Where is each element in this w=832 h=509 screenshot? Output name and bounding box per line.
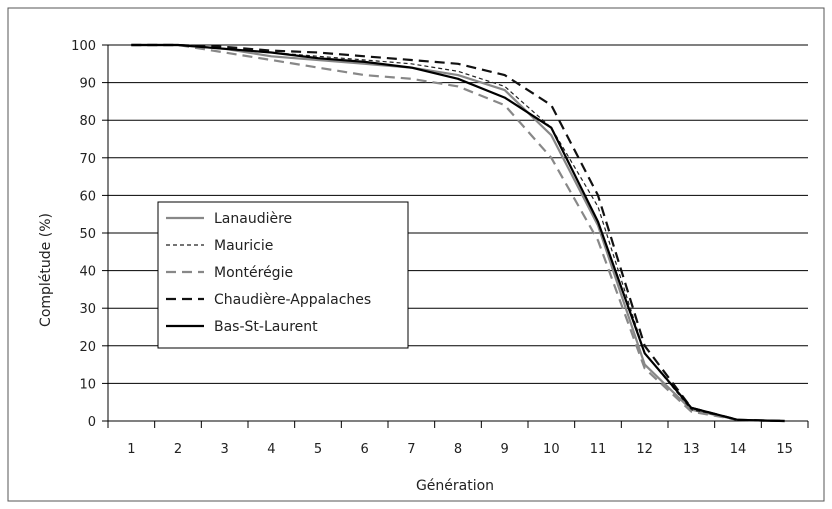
x-tick-label-14: 14 xyxy=(730,442,747,457)
y-tick-label-30: 30 xyxy=(79,302,96,317)
legend: Lanaudière Mauricie Montérégie Chaudière-Ap… xyxy=(157,201,409,349)
y-axis-label: Complétude (%) xyxy=(38,213,54,327)
x-tick-label-10: 10 xyxy=(543,442,560,457)
x-tick-label-8: 8 xyxy=(454,442,462,457)
series-line-3 xyxy=(131,43,785,423)
x-tick-label-11: 11 xyxy=(590,442,607,457)
y-tick-label-70: 70 xyxy=(79,152,96,167)
y-tick-label-20: 20 xyxy=(79,340,96,355)
y-tick-label-50: 50 xyxy=(79,227,96,242)
x-tick-label-9: 9 xyxy=(501,442,509,457)
y-tick-label-40: 40 xyxy=(79,265,96,280)
x-axis-label: Génération xyxy=(416,478,494,494)
legend-label-1: Lanaudière xyxy=(214,211,292,227)
y-tick-label-10: 10 xyxy=(79,377,96,392)
series-line-4 xyxy=(131,43,785,423)
y-tick-labels: 0 10 20 30 40 50 60 70 80 90 100 xyxy=(71,39,96,430)
axes xyxy=(102,44,809,428)
legend-label-2: Mauricie xyxy=(214,238,273,254)
legend-box xyxy=(157,201,409,349)
y-tick-label-0: 0 xyxy=(88,415,96,430)
x-tick-label-15: 15 xyxy=(776,442,793,457)
legend-label-4: Chaudière-Appalaches xyxy=(214,292,371,308)
y-tick-label-100: 100 xyxy=(71,39,96,54)
x-tick-labels: 1 2 3 4 5 6 7 8 9 10 11 12 13 14 15 xyxy=(127,442,793,457)
y-tick-label-90: 90 xyxy=(79,77,96,92)
x-tick-label-7: 7 xyxy=(407,442,415,457)
series-line-1 xyxy=(131,43,785,423)
legend-label-3: Montérégie xyxy=(214,265,293,281)
x-tick-label-3: 3 xyxy=(221,442,229,457)
y-tick-label-80: 80 xyxy=(79,114,96,129)
x-tick-label-2: 2 xyxy=(174,442,182,457)
x-tick-label-5: 5 xyxy=(314,442,322,457)
x-tick-label-13: 13 xyxy=(683,442,700,457)
chart-frame xyxy=(7,7,825,502)
legend-label-5: Bas-St-Laurent xyxy=(214,319,318,335)
x-tick-label-1: 1 xyxy=(127,442,135,457)
series-line-5 xyxy=(131,43,785,423)
y-tick-label-60: 60 xyxy=(79,189,96,204)
x-tick-label-6: 6 xyxy=(361,442,369,457)
x-tick-label-12: 12 xyxy=(636,442,653,457)
x-tick-label-4: 4 xyxy=(267,442,275,457)
series-lines xyxy=(131,43,785,423)
